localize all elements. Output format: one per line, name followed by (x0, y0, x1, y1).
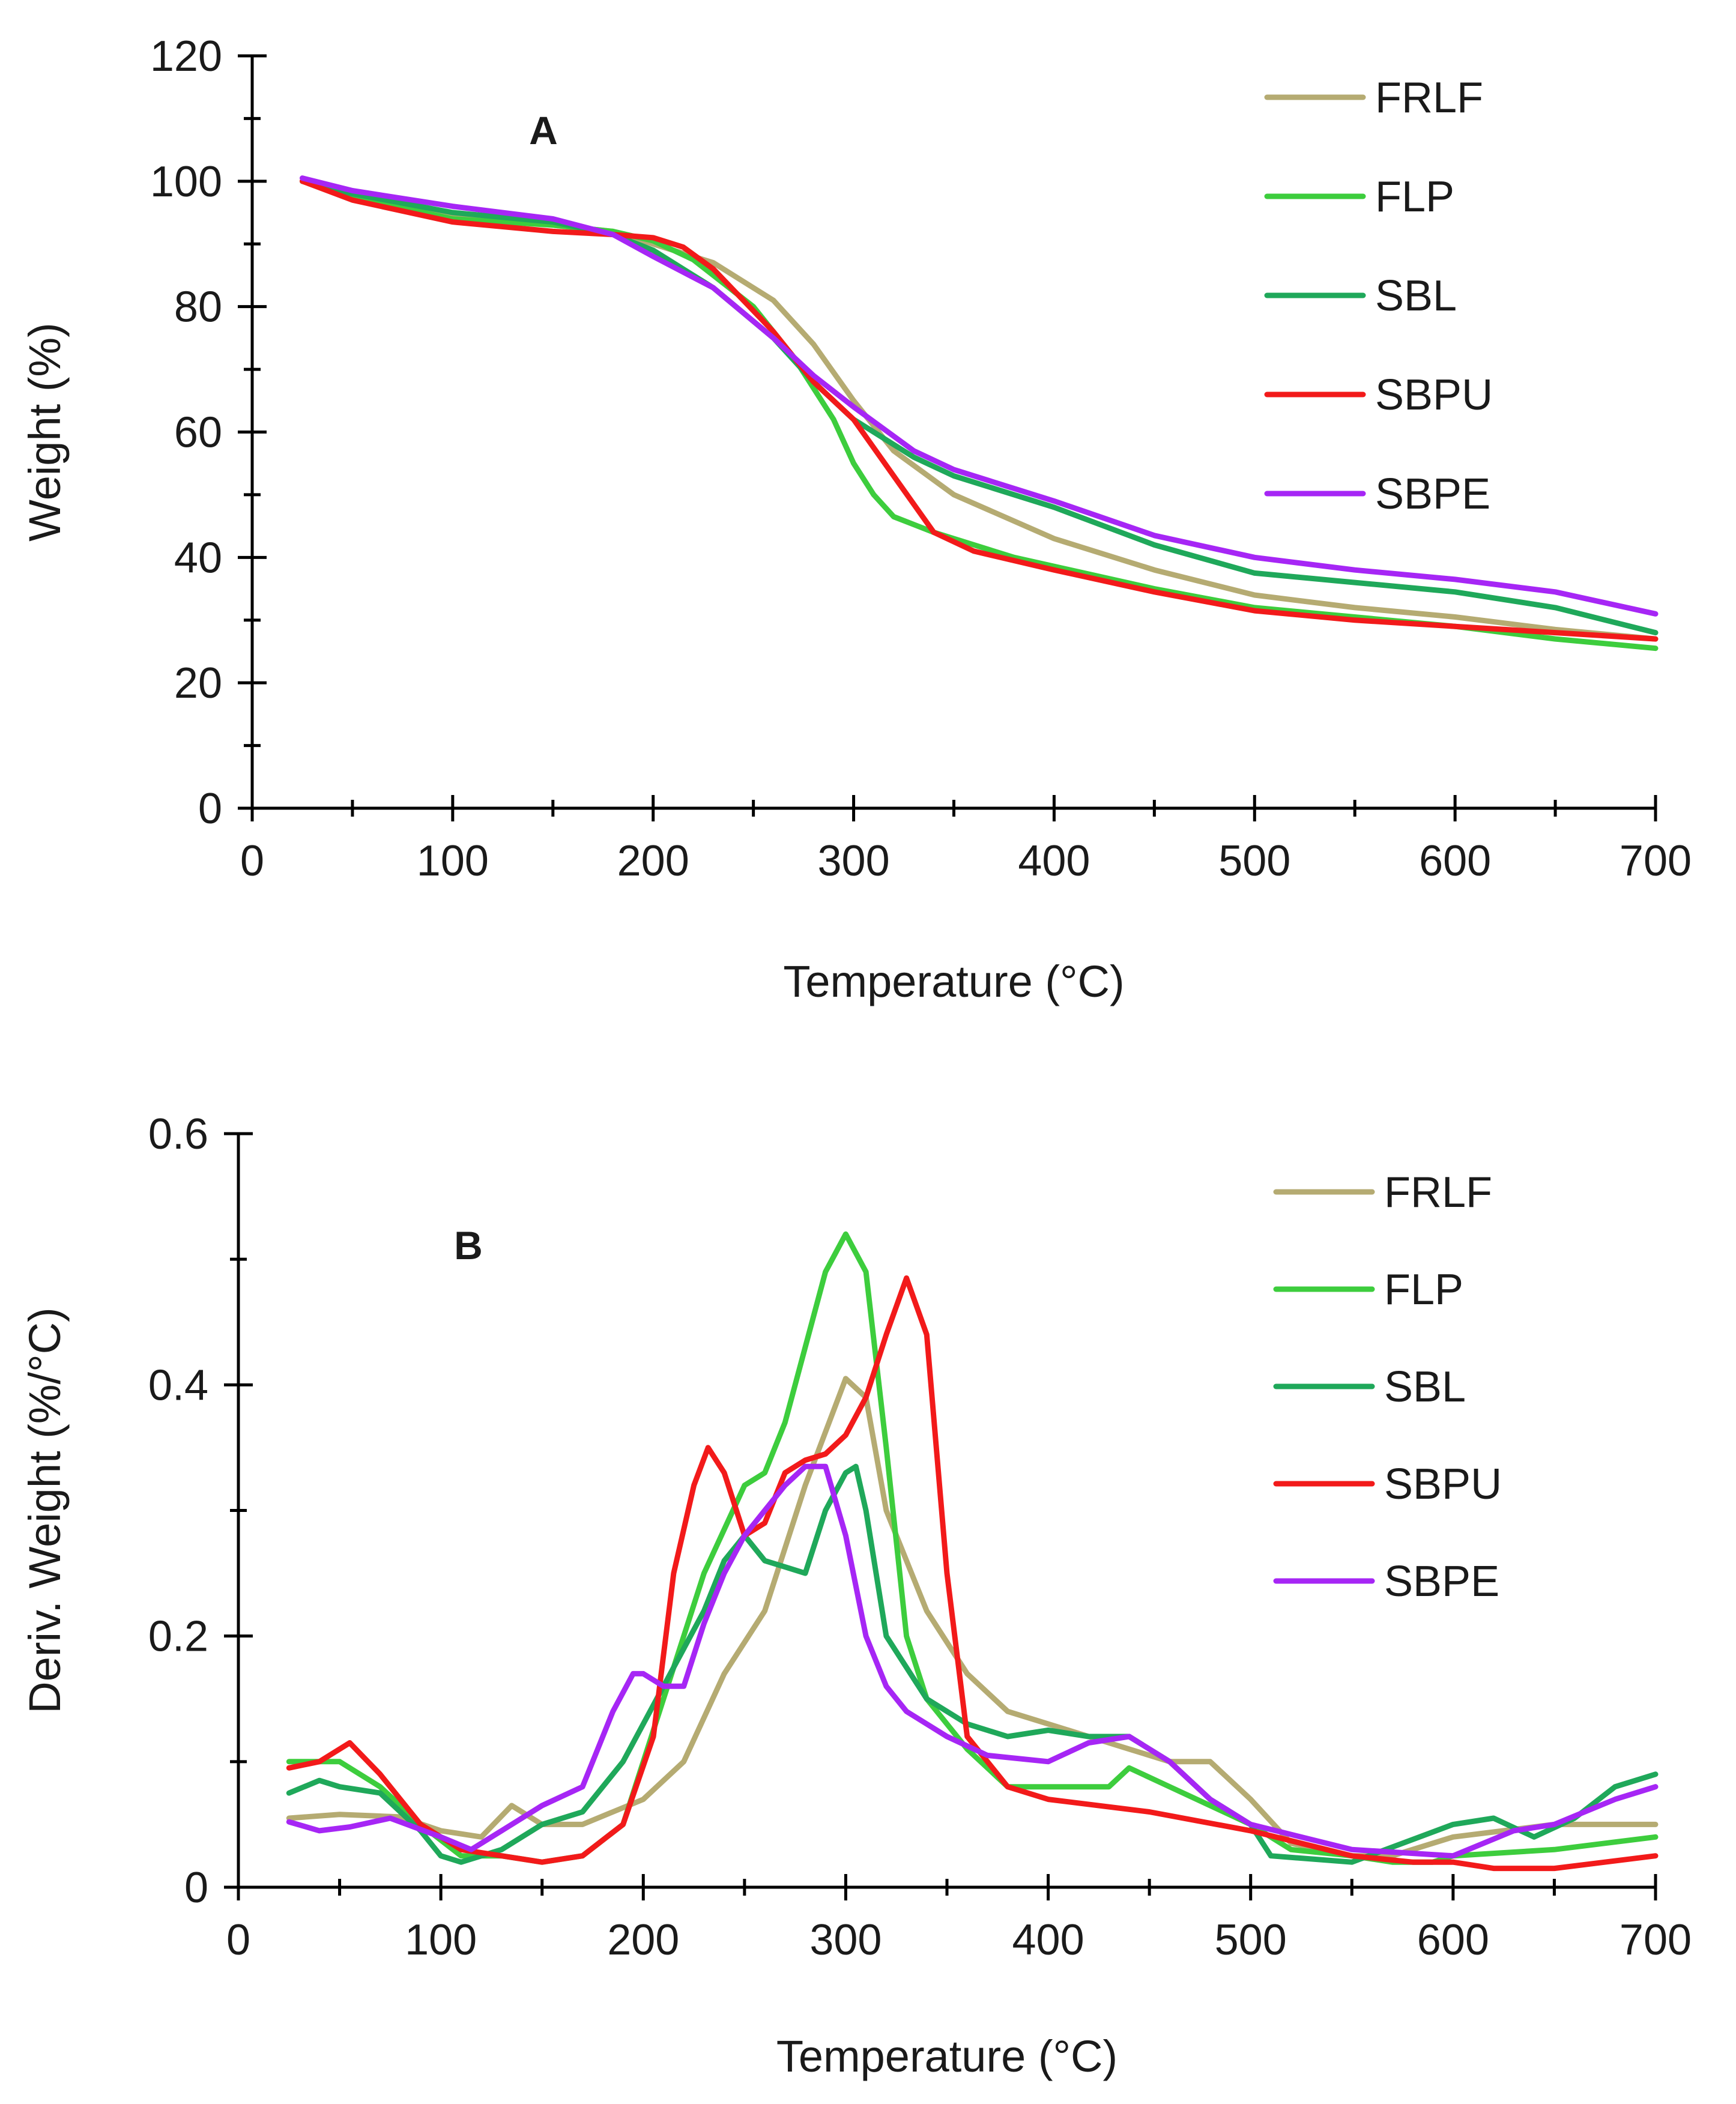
y-tick-label: 100 (150, 158, 222, 206)
legend: FRLF FLP SBL SBPU SBPE (1264, 74, 1493, 518)
x-tick-label: 100 (405, 1916, 477, 1964)
x-tick-label: 100 (417, 837, 489, 885)
chart-panel-b: 0 100 200 300 400 500 600 700 0 0.2 0.4 0.6 Temperat… (20, 1110, 1692, 2081)
legend-label-sbpu: SBPU (1375, 371, 1493, 419)
series-line-sbpu (300, 178, 1659, 642)
x-tick-label: 700 (1620, 1916, 1692, 1964)
y-tick-label: 0 (198, 785, 222, 833)
y-axis-title: Weight (%) (20, 322, 70, 542)
legend-label-sbpe: SBPE (1375, 470, 1490, 518)
y-tick-label: 0.2 (148, 1613, 208, 1661)
x-tick-label: 400 (1012, 1916, 1084, 1964)
y-tick-label: 80 (174, 283, 222, 331)
x-tick-label: 200 (607, 1916, 679, 1964)
y-tick-label: 120 (150, 32, 222, 80)
series-line-flp (286, 1231, 1659, 1865)
x-tick-label: 0 (226, 1916, 250, 1964)
panel-label: A (529, 108, 558, 153)
y-tick-label: 40 (174, 534, 222, 582)
legend-label-frlf: FRLF (1384, 1168, 1492, 1217)
x-tick-label: 600 (1417, 1916, 1489, 1964)
legend-label-flp: FLP (1375, 173, 1454, 221)
y-tick-label: 0.6 (148, 1110, 208, 1158)
legend: FRLF FLP SBL SBPU SBPE (1273, 1168, 1502, 1606)
x-tick-label: 500 (1218, 837, 1290, 885)
legend-label-sbl: SBL (1384, 1363, 1466, 1411)
x-tick-label: 300 (809, 1916, 882, 1964)
x-axis-title: Temperature (°C) (783, 957, 1124, 1006)
legend-label-sbpe: SBPE (1384, 1558, 1499, 1606)
y-tick-label: 60 (174, 409, 222, 457)
series-line-sbl (286, 1463, 1659, 1865)
y-axis-title: Deriv. Weight (%/°C) (20, 1307, 70, 1714)
x-tick-label: 0 (240, 837, 264, 885)
legend-label-sbl: SBL (1375, 272, 1457, 320)
y-tick-label: 0.4 (148, 1361, 208, 1409)
x-tick-label: 600 (1419, 837, 1491, 885)
x-tick-label: 700 (1620, 837, 1692, 885)
series-line-sbpe (286, 1463, 1659, 1859)
panel-label: B (454, 1223, 483, 1268)
x-tick-label: 500 (1215, 1916, 1287, 1964)
series-line-sbpe (300, 175, 1659, 617)
y-tick-label: 0 (184, 1864, 208, 1912)
x-tick-label: 300 (818, 837, 890, 885)
x-tick-label: 200 (617, 837, 689, 885)
chart-panel-a: 0 100 200 300 400 500 600 700 0 20 40 60 80 100 120 Tem… (20, 32, 1692, 1006)
x-axis-title: Temperature (°C) (776, 2031, 1118, 2081)
legend-label-sbpu: SBPU (1384, 1460, 1502, 1508)
y-tick-label: 20 (174, 659, 222, 707)
legend-label-frlf: FRLF (1375, 74, 1483, 122)
x-tick-label: 400 (1018, 837, 1090, 885)
series-line-sbpu (286, 1275, 1659, 1872)
legend-label-flp: FLP (1384, 1266, 1463, 1314)
series-line-frlf (286, 1376, 1659, 1859)
